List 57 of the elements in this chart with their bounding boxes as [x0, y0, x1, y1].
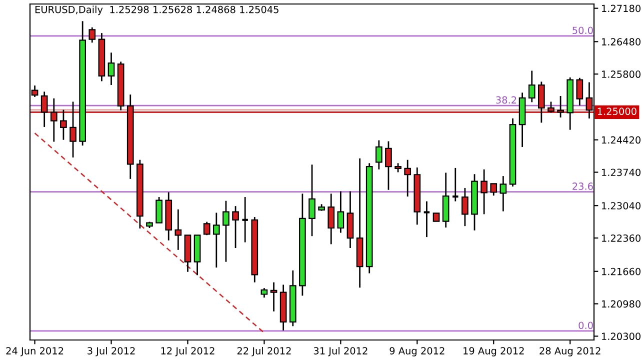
y-tick-label: 1.20980 — [602, 300, 641, 308]
annotation: 38.2 — [496, 96, 516, 104]
y-tick-label: 1.26480 — [602, 38, 641, 46]
chart-title: EURUSD,Daily 1.25298 1.25628 1.24868 1.25045 — [35, 6, 278, 16]
candlestick — [500, 175, 507, 212]
candlestick — [394, 162, 402, 173]
candlestick — [528, 70, 536, 103]
annotation: 0.0 — [578, 322, 593, 330]
candlestick — [40, 91, 48, 128]
candlestick — [548, 101, 554, 114]
x-tick-label: 31 Jul 2012 — [314, 346, 368, 356]
candlestick — [222, 200, 230, 263]
x-tick-label: 19 Aug 2012 — [464, 347, 524, 356]
candlestick — [70, 101, 76, 158]
candlestick — [260, 287, 268, 298]
ref-line-label: 1.25000 — [598, 108, 636, 116]
y-tick-label: 1.21660 — [602, 268, 641, 276]
candlestick — [375, 140, 382, 170]
candlestick — [385, 140, 392, 191]
candlestick — [156, 196, 162, 224]
y-tick-label: 1.24420 — [602, 136, 641, 144]
candlestick — [212, 212, 220, 268]
candlestick — [576, 77, 584, 106]
candlestick — [174, 208, 182, 251]
x-tick-label: 28 Aug 2012 — [540, 347, 600, 356]
annotation: 23.6 — [572, 182, 593, 190]
candlestick — [462, 187, 468, 227]
x-tick-label: 3 Jul 2012 — [88, 346, 135, 356]
candlestick — [60, 109, 67, 141]
candlestick — [88, 26, 96, 44]
candlestick — [203, 221, 210, 236]
x-tick-label: 24 Jun 2012 — [6, 347, 64, 356]
candlestick — [50, 98, 58, 142]
candlestick — [308, 164, 316, 237]
candlestick — [337, 190, 344, 234]
y-tick-label: 1.22360 — [602, 234, 641, 242]
y-tick-label: 1.23740 — [602, 168, 641, 176]
x-tick-label: 12 Jul 2012 — [161, 346, 214, 356]
candlestick — [490, 182, 498, 196]
candlestick — [270, 282, 278, 312]
candlestick — [108, 52, 115, 86]
y-tick-label: 1.20300 — [602, 332, 641, 340]
candlestick — [480, 168, 488, 215]
y-tick-label: 1.23040 — [602, 202, 641, 210]
candlestick — [241, 196, 249, 243]
candlestick — [404, 159, 412, 198]
candlestick — [451, 167, 460, 202]
y-tick-label: 1.25800 — [602, 70, 641, 78]
x-tick-label: 22 Jul 2012 — [237, 346, 291, 356]
annotation: 50.0 — [572, 26, 593, 34]
candlestick — [328, 192, 335, 245]
candlestick — [422, 200, 431, 238]
x-tick-label: 9 Aug 2012 — [390, 347, 444, 356]
candlestick — [557, 95, 564, 118]
candlestick — [538, 80, 545, 124]
candlestick — [232, 205, 239, 249]
y-tick-label: 1.27180 — [602, 4, 641, 12]
